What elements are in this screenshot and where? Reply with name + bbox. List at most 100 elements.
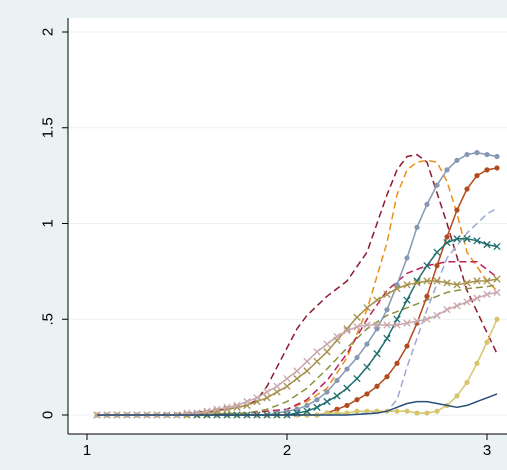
series-8-point-28 bbox=[373, 350, 381, 358]
series-6-point-27 bbox=[364, 391, 370, 397]
series-6-point-39 bbox=[484, 167, 490, 173]
series-5-point-25 bbox=[344, 366, 350, 372]
series-6-point-24 bbox=[334, 406, 340, 412]
series-5-point-33 bbox=[424, 201, 430, 207]
series-8-point-22 bbox=[313, 403, 321, 411]
series-7-point-33 bbox=[424, 410, 430, 416]
series-8-point-23 bbox=[323, 397, 331, 406]
series-5-point-22 bbox=[314, 397, 320, 403]
series-10-point-32 bbox=[413, 317, 421, 325]
series-6-point-38 bbox=[474, 173, 480, 179]
series-6-point-25 bbox=[344, 402, 350, 409]
axes: 0 .5 1 1.5 2 1 2 3 bbox=[40, 18, 507, 459]
series-5-point-23 bbox=[324, 389, 330, 395]
series-9-point-39 bbox=[483, 277, 491, 285]
series-9-point-40 bbox=[493, 275, 501, 283]
series-9-point-30 bbox=[393, 284, 401, 293]
series-8-point-24 bbox=[333, 392, 341, 400]
series-5-point-40 bbox=[494, 153, 500, 160]
series-group bbox=[93, 150, 501, 419]
series-7-point-40 bbox=[494, 316, 500, 322]
series-10-point-11 bbox=[203, 407, 211, 415]
x-tick-label-2: 3 bbox=[483, 442, 491, 459]
series-7-point-31 bbox=[404, 408, 410, 414]
series-6-point-34 bbox=[434, 263, 440, 269]
series-8-point-29 bbox=[383, 334, 391, 343]
series-8-point-34 bbox=[433, 248, 441, 256]
series-5-point-24 bbox=[334, 377, 340, 384]
series-5-point-29 bbox=[384, 307, 390, 313]
series-9-point-34 bbox=[433, 277, 441, 285]
gridlines bbox=[68, 31, 507, 416]
series-line-2 bbox=[97, 261, 498, 416]
series-6-point-26 bbox=[354, 397, 360, 403]
series-10-point-27 bbox=[363, 321, 371, 329]
series-8-point-30 bbox=[393, 315, 401, 323]
series-10-point-19 bbox=[283, 374, 291, 383]
series-10-point-37 bbox=[463, 298, 471, 306]
series-line-4 bbox=[97, 284, 498, 416]
series-5-point-28 bbox=[374, 326, 380, 332]
series-9-point-29 bbox=[383, 290, 391, 299]
series-9-point-33 bbox=[423, 277, 431, 285]
series-8-point-38 bbox=[473, 237, 481, 245]
series-5-point-32 bbox=[414, 224, 420, 230]
series-8-point-21 bbox=[303, 407, 311, 415]
series-6-point-33 bbox=[424, 293, 430, 299]
series-9-point-35 bbox=[443, 279, 451, 287]
series-10-point-15 bbox=[243, 397, 251, 406]
series-10-point-26 bbox=[353, 323, 361, 331]
series-10-point-30 bbox=[393, 321, 401, 329]
y-tick-label-4: 2 bbox=[40, 28, 57, 36]
series-10-point-35 bbox=[443, 306, 451, 314]
series-6-point-31 bbox=[404, 343, 410, 349]
series-11 bbox=[97, 393, 498, 416]
series-2 bbox=[97, 261, 498, 416]
series-line-11 bbox=[97, 393, 498, 416]
series-5-point-36 bbox=[454, 157, 460, 163]
series-10-point-13 bbox=[223, 403, 231, 411]
series-9-point-18 bbox=[273, 388, 281, 396]
series-9-point-38 bbox=[473, 277, 481, 285]
series-6-point-35 bbox=[444, 234, 450, 240]
series-7-point-36 bbox=[454, 393, 460, 399]
series-5-point-31 bbox=[404, 255, 410, 261]
series-10-point-21 bbox=[303, 357, 311, 366]
series-4 bbox=[97, 284, 498, 416]
series-9-point-19 bbox=[283, 382, 291, 390]
series-10-point-34 bbox=[433, 311, 441, 320]
y-tick-label-3: 1.5 bbox=[40, 117, 57, 138]
series-9-point-17 bbox=[263, 394, 271, 402]
series-10-point-23 bbox=[323, 340, 331, 348]
series-5-point-19 bbox=[284, 408, 290, 414]
series-10-point-31 bbox=[403, 319, 411, 327]
series-7-point-34 bbox=[434, 408, 440, 414]
series-9-point-26 bbox=[353, 313, 361, 321]
series-9-point-25 bbox=[343, 325, 351, 333]
series-5-point-30 bbox=[394, 282, 400, 288]
series-9-point-23 bbox=[323, 348, 331, 356]
series-7-point-30 bbox=[394, 408, 400, 414]
series-10-point-28 bbox=[373, 321, 381, 329]
series-9-point-36 bbox=[453, 281, 461, 289]
series-7-point-37 bbox=[464, 379, 470, 386]
series-5-point-37 bbox=[464, 151, 470, 158]
series-9-point-27 bbox=[363, 304, 371, 312]
series-10-point-22 bbox=[313, 348, 321, 356]
x-tick-label-1: 2 bbox=[283, 442, 291, 459]
series-10-point-17 bbox=[263, 388, 271, 396]
series-8-point-26 bbox=[353, 374, 361, 383]
series-7-point-39 bbox=[484, 339, 490, 345]
series-5-point-39 bbox=[484, 151, 490, 158]
series-8-point-31 bbox=[403, 296, 411, 304]
series-10-point-36 bbox=[453, 302, 461, 310]
series-5-point-35 bbox=[444, 167, 450, 173]
series-10-point-14 bbox=[233, 401, 241, 410]
series-10-point-25 bbox=[343, 327, 351, 335]
series-9-point-31 bbox=[403, 281, 411, 289]
series-10-point-12 bbox=[213, 405, 221, 413]
x-tick-label-0: 1 bbox=[83, 442, 91, 459]
series-9-point-20 bbox=[293, 374, 301, 383]
series-8-point-25 bbox=[343, 384, 351, 392]
series-9-point-22 bbox=[313, 357, 321, 366]
